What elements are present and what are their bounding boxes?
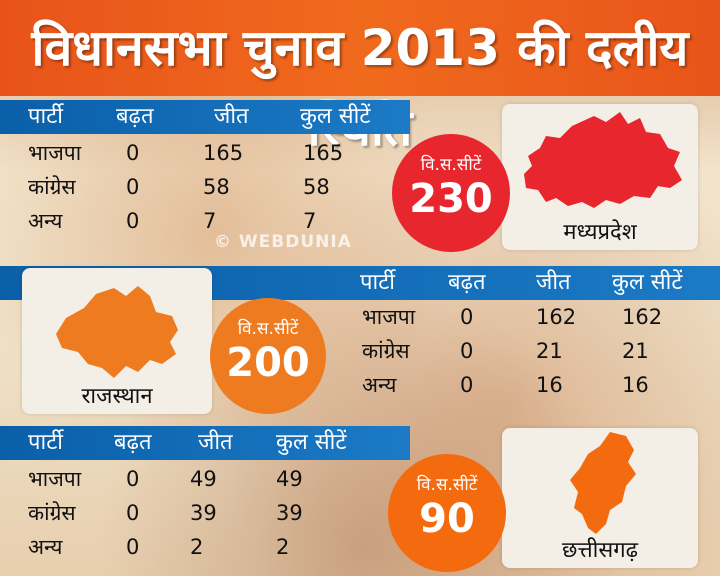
row-won: 16 [536, 373, 563, 397]
map-card-rj: राजस्थान [22, 268, 212, 414]
row-won: 39 [190, 501, 217, 525]
seats-label: वि.स.सीटें [416, 475, 478, 495]
row-lead: 0 [126, 141, 140, 165]
row-lead: 0 [126, 501, 140, 525]
header-lead: बढ़त [116, 104, 154, 129]
row-total: 21 [622, 339, 649, 363]
row-lead: 0 [460, 305, 474, 329]
row-party: अन्य [28, 209, 63, 233]
header-total: कुल सीटें [276, 430, 347, 455]
row-party: भाजपा [28, 141, 82, 165]
map-card-mp: मध्यप्रदेश [502, 104, 698, 250]
row-won: 21 [536, 339, 563, 363]
seats-badge-mp: वि.स.सीटें 230 [392, 134, 510, 252]
title-band [0, 0, 720, 96]
row-lead: 0 [126, 535, 140, 559]
header-won: जीत [198, 430, 233, 455]
row-party: कांग्रेस [28, 175, 76, 199]
state-name-cg: छत्तीसगढ़ [562, 538, 638, 563]
seats-label: वि.स.सीटें [237, 319, 299, 339]
row-won: 2 [190, 535, 204, 559]
seats-count: 230 [409, 176, 493, 222]
watermark: © WEBDUNIA [214, 232, 352, 252]
row-lead: 0 [126, 209, 140, 233]
row-lead: 0 [126, 467, 140, 491]
row-total: 58 [303, 175, 330, 199]
header-lead: बढ़त [448, 270, 486, 295]
seats-count: 200 [226, 340, 310, 386]
header-lead: बढ़त [114, 430, 152, 455]
row-won: 7 [203, 209, 217, 233]
header-total: कुल सीटें [612, 270, 683, 295]
state-name-mp: मध्यप्रदेश [563, 220, 637, 245]
header-party: पार्टी [360, 270, 395, 295]
row-total: 16 [622, 373, 649, 397]
header-party: पार्टी [28, 430, 63, 455]
header-bar-cg [0, 426, 410, 460]
row-won: 49 [190, 467, 217, 491]
row-party: अन्य [28, 535, 63, 559]
state-name-rj: राजस्थान [81, 384, 153, 409]
header-won: जीत [214, 104, 249, 129]
row-party: कांग्रेस [28, 501, 76, 525]
row-total: 39 [276, 501, 303, 525]
seats-badge-cg: वि.स.सीटें 90 [388, 454, 506, 572]
seats-label: वि.स.सीटें [420, 155, 482, 175]
row-total: 165 [303, 141, 344, 165]
header-won: जीत [536, 270, 571, 295]
header-total: कुल सीटें [300, 104, 371, 129]
chhattisgarh-map-icon [570, 432, 636, 534]
row-party: भाजपा [362, 305, 416, 329]
header-party: पार्टी [28, 104, 63, 129]
row-party: अन्य [362, 373, 397, 397]
row-total: 2 [276, 535, 290, 559]
seats-badge-rj: वि.स.सीटें 200 [210, 298, 326, 414]
seats-count: 90 [419, 496, 475, 542]
map-card-cg: छत्तीसगढ़ [502, 428, 698, 568]
row-total: 49 [276, 467, 303, 491]
header-bar-mp [0, 100, 410, 134]
row-won: 58 [203, 175, 230, 199]
row-won: 162 [536, 305, 577, 329]
row-lead: 0 [126, 175, 140, 199]
row-lead: 0 [460, 339, 474, 363]
rajasthan-map-icon [56, 286, 178, 378]
row-total: 7 [303, 209, 317, 233]
row-won: 165 [203, 141, 244, 165]
row-party: भाजपा [28, 467, 82, 491]
row-party: कांग्रेस [362, 339, 410, 363]
row-total: 162 [622, 305, 663, 329]
madhya-pradesh-map-icon [524, 112, 682, 208]
row-lead: 0 [460, 373, 474, 397]
